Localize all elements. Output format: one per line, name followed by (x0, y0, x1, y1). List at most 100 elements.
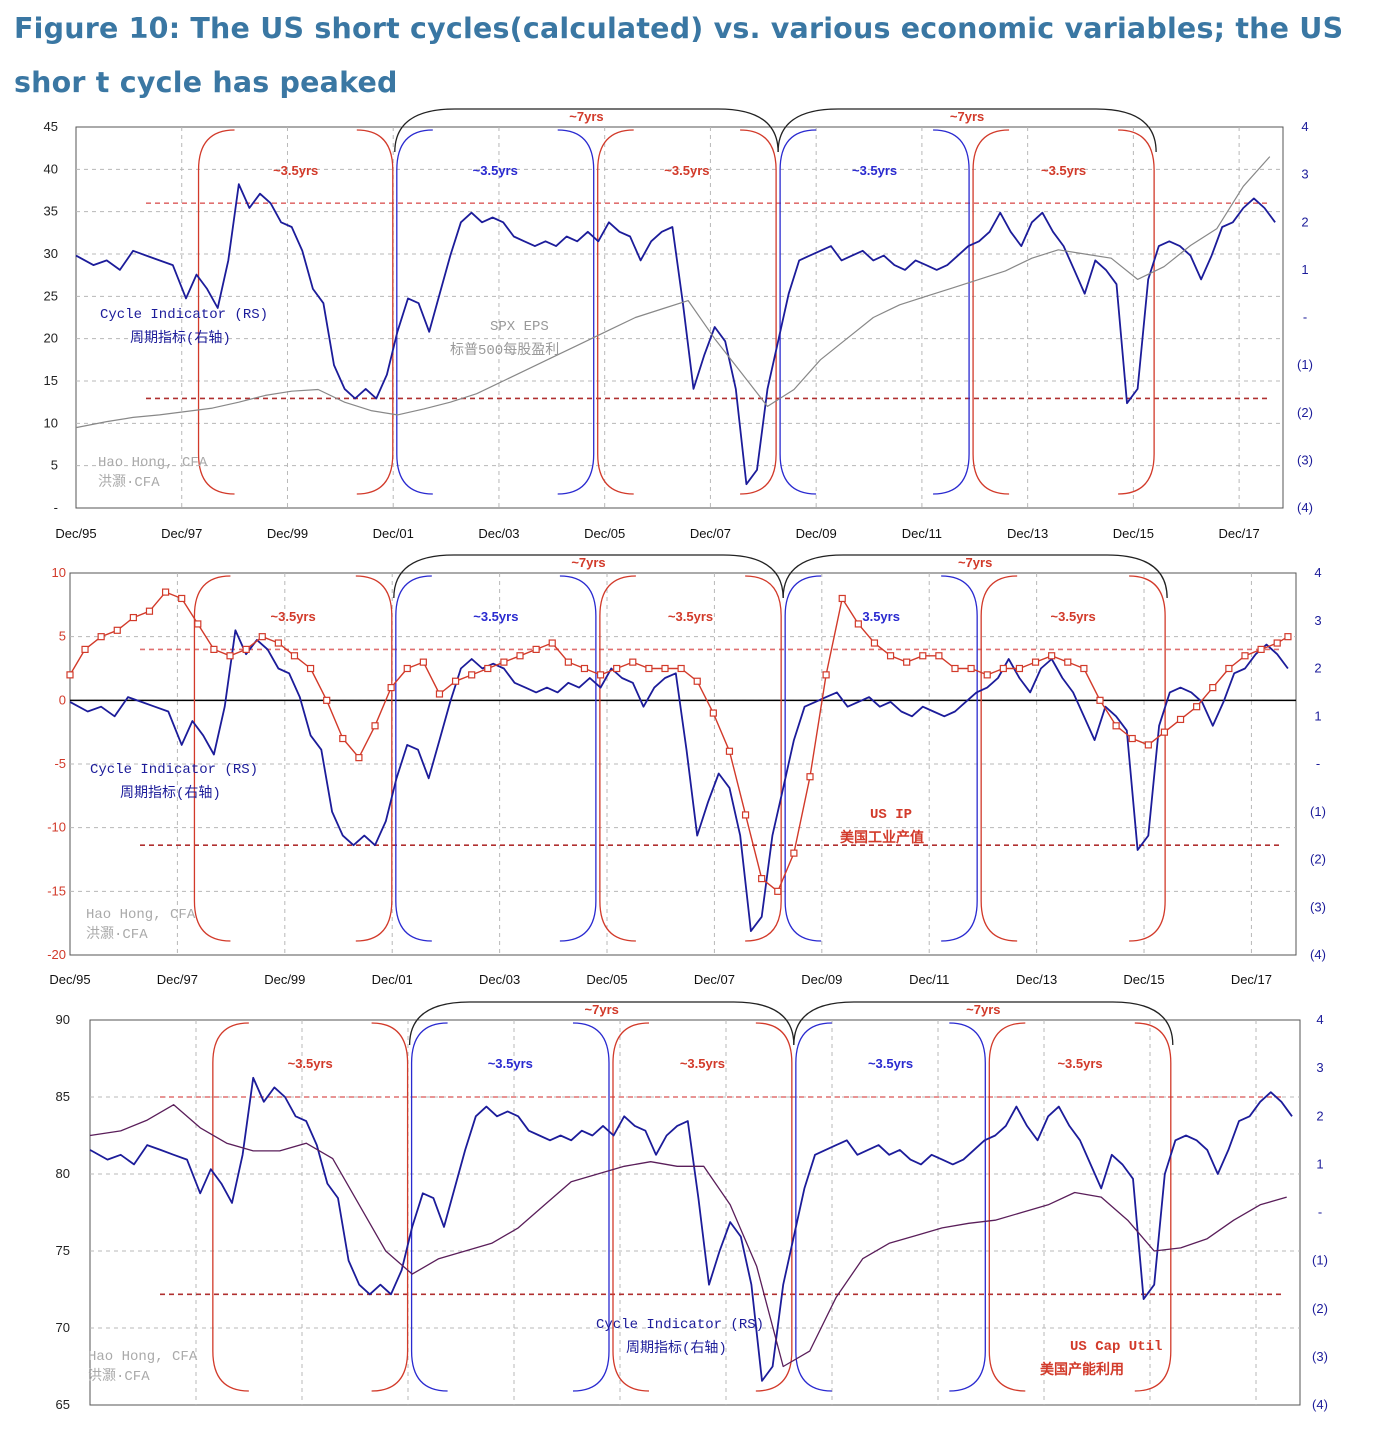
data-point-marker (758, 874, 766, 883)
cycle-bracket-open (197, 129, 235, 495)
x-tick-label: Dec/13 (1007, 526, 1048, 541)
cycle-bracket-open (396, 129, 433, 495)
cycle-bracket-close (755, 1022, 793, 1392)
y-right-tick-label: (3) (1312, 1349, 1328, 1364)
cycle-length-label: ~3.5yrs (473, 163, 518, 178)
data-point-marker (838, 594, 846, 603)
data-point-marker (178, 594, 186, 603)
y-right-tick-label: (4) (1312, 1397, 1328, 1412)
variable-annotation: SPX EPS (490, 319, 549, 335)
long-cycle-arc (393, 554, 784, 599)
data-point-marker (403, 664, 411, 673)
data-point-marker (806, 773, 814, 781)
author-credit-cn: 洪灏·CFA (98, 473, 160, 491)
cycle-length-label: ~3.5yrs (473, 609, 518, 624)
data-point-marker (1209, 683, 1217, 692)
x-tick-label: Dec/97 (157, 972, 198, 987)
cycle-indicator-annotation: Cycle Indicator (RS) (100, 307, 268, 323)
data-point-marker (725, 747, 734, 755)
x-tick-label: Dec/15 (1113, 526, 1154, 541)
figure-title: Figure 10: The US short cycles(calculate… (14, 12, 1344, 99)
data-point-marker (709, 709, 717, 717)
cycle-bracket-open (599, 575, 636, 942)
data-point-marker (274, 639, 282, 647)
middle-panel-chart: Dec/95 Dec/97 Dec/99 Dec/01 Dec/03 Dec/05 Dec/… (47, 554, 1326, 987)
cycle-bracket-open (597, 129, 634, 495)
data-point-marker (1048, 652, 1056, 660)
variable-annotation: US Cap Util (1070, 1339, 1162, 1355)
x-tick-label: Dec/13 (1016, 972, 1057, 987)
x-tick-label: Dec/15 (1123, 972, 1164, 987)
cycle-indicator-annotation: Cycle Indicator (RS) (90, 762, 258, 778)
data-point-marker (258, 633, 266, 641)
cycle-length-label: ~3.5yrs (1057, 1056, 1102, 1071)
data-point-marker (113, 626, 121, 634)
top-panel-chart: Dec/95 Dec/97 Dec/99 Dec/01 Dec/03 Dec/05 Dec/… (44, 108, 1313, 541)
data-point-marker (242, 645, 250, 654)
y-right-tick-label: (4) (1297, 500, 1313, 515)
data-point-marker (999, 664, 1007, 673)
cycle-bracket-close (557, 129, 595, 495)
data-point-marker (951, 664, 959, 673)
x-tick-label: Dec/01 (373, 526, 414, 541)
data-point-marker (613, 664, 621, 673)
data-point-marker (870, 639, 879, 647)
data-point-marker (451, 677, 460, 685)
y-right-tick-label: (1) (1310, 804, 1326, 819)
data-point-marker (1241, 652, 1249, 660)
x-tick-label: Dec/17 (1231, 972, 1272, 987)
cycle-length-label: ~3.5yrs (488, 1056, 533, 1071)
y-right-tick-label: (4) (1310, 947, 1326, 962)
long-cycle-label: ~7yrs (950, 109, 984, 124)
y-left-tick-label: 40 (44, 161, 58, 176)
long-cycle-arc (394, 108, 779, 153)
variable-line (89, 1104, 1287, 1368)
variable-annotation-cn: 美国产能利用 (1040, 1361, 1124, 1379)
cycle-length-label: ~3.5yrs (1041, 163, 1086, 178)
data-point-marker (355, 754, 363, 762)
cycle-bracket-close (745, 575, 782, 942)
y-right-tick-label: - (1318, 1205, 1322, 1220)
data-point-marker (629, 658, 637, 666)
author-credit: Hao Hong, CFA (86, 907, 196, 923)
cycle-length-label: ~3.5yrs (668, 609, 713, 624)
cycle-bracket-close (1134, 1022, 1172, 1392)
x-tick-label: Dec/05 (584, 526, 625, 541)
cycle-length-label: ~3.5yrs (288, 1056, 333, 1071)
long-cycle-arc (793, 1001, 1174, 1046)
y-left-tick-label: 20 (44, 331, 58, 346)
data-point-marker (548, 639, 556, 647)
data-point-marker (1112, 722, 1120, 730)
long-cycle-label: ~7yrs (585, 1002, 619, 1017)
y-right-tick-label: 4 (1316, 1012, 1323, 1027)
cycle-bracket-close (559, 575, 597, 942)
cycle-bracket-close (941, 575, 978, 942)
cycle-bracket-close (740, 129, 777, 495)
y-left-tick-label: 5 (51, 458, 58, 473)
data-point-marker (306, 664, 315, 673)
x-tick-label: Dec/95 (49, 972, 90, 987)
cycle-indicator-line (69, 629, 1289, 932)
data-point-marker (371, 722, 379, 730)
data-point-marker (66, 671, 74, 679)
x-tick-label: Dec/01 (372, 972, 413, 987)
author-credit: Hao Hong, CFA (98, 455, 208, 471)
x-tick-label: Dec/11 (909, 972, 949, 987)
data-point-marker (1015, 664, 1024, 673)
data-point-marker (1031, 658, 1040, 666)
bottom-panel-chart: 90 85 80 75 70 65 4 3 2 1 - (1) (2) (3) (4) ~7yrs ~7yrs ~… (56, 1001, 1328, 1412)
cycle-length-label: ~3.5yrs (680, 1056, 725, 1071)
x-tick-label: Dec/17 (1219, 526, 1260, 541)
y-left-tick-label: 65 (56, 1397, 70, 1412)
y-left-tick-label: 90 (56, 1012, 70, 1027)
cycle-bracket-open (193, 575, 231, 942)
y-left-tick-label: 35 (44, 204, 58, 219)
data-point-marker (822, 671, 830, 679)
y-right-tick-label: 3 (1301, 167, 1308, 182)
data-point-marker (677, 664, 685, 673)
y-right-tick-label: 4 (1314, 565, 1321, 580)
x-tick-label: Dec/97 (161, 526, 202, 541)
y-left-tick-label: 80 (56, 1166, 70, 1181)
y-left-tick-label: 85 (56, 1089, 70, 1104)
